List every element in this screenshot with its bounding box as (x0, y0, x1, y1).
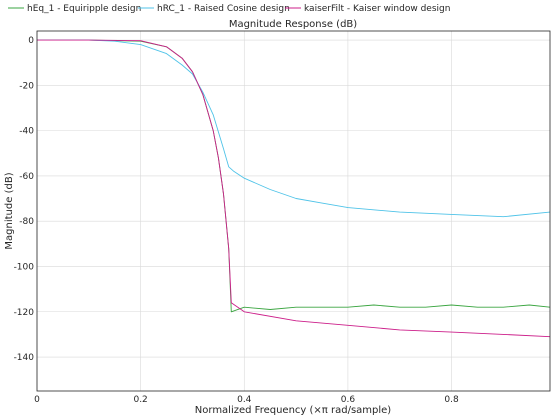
series-line-kaiser (37, 39, 551, 338)
y-tick-label: -60 (19, 172, 34, 182)
x-tick-label: 0.2 (133, 395, 147, 405)
y-axis-label: Magnitude (dB) (4, 172, 15, 249)
x-tick-label: 0.8 (444, 395, 459, 405)
y-tick-label: -20 (19, 81, 34, 91)
legend-label-kaiser: kaiserFilt - Kaiser window design (304, 4, 450, 14)
y-tick-label: -140 (14, 353, 35, 363)
x-axis-ticks: 0 0.2 0.4 0.6 0.8 (34, 395, 459, 405)
x-tick-label: 0 (34, 395, 40, 405)
series-layer (37, 39, 551, 338)
y-tick-label: 0 (28, 36, 34, 46)
chart-title: Magnitude Response (dB) (229, 19, 357, 30)
legend-label-equiripple: hEq_1 - Equiripple design (27, 4, 141, 14)
y-tick-label: -100 (14, 262, 35, 272)
plot-area (37, 31, 550, 391)
series-line-raised-cosine (37, 39, 551, 218)
plot-frame (36, 30, 551, 392)
y-tick-label: -120 (14, 308, 35, 318)
y-tick-label: -80 (19, 217, 34, 227)
x-tick-label: 0.6 (341, 395, 356, 405)
legend: hEq_1 - Equiripple design hRC_1 - Raised… (8, 4, 450, 14)
legend-label-raised-cosine: hRC_1 - Raised Cosine design (157, 4, 290, 14)
grid (36, 31, 550, 391)
y-tick-label: -40 (19, 127, 34, 137)
y-axis-ticks: 0 -20 -40 -60 -80 -100 -120 -140 (14, 36, 35, 363)
x-axis-label: Normalized Frequency (×π rad/sample) (195, 405, 392, 416)
x-tick-label: 0.4 (237, 395, 252, 405)
